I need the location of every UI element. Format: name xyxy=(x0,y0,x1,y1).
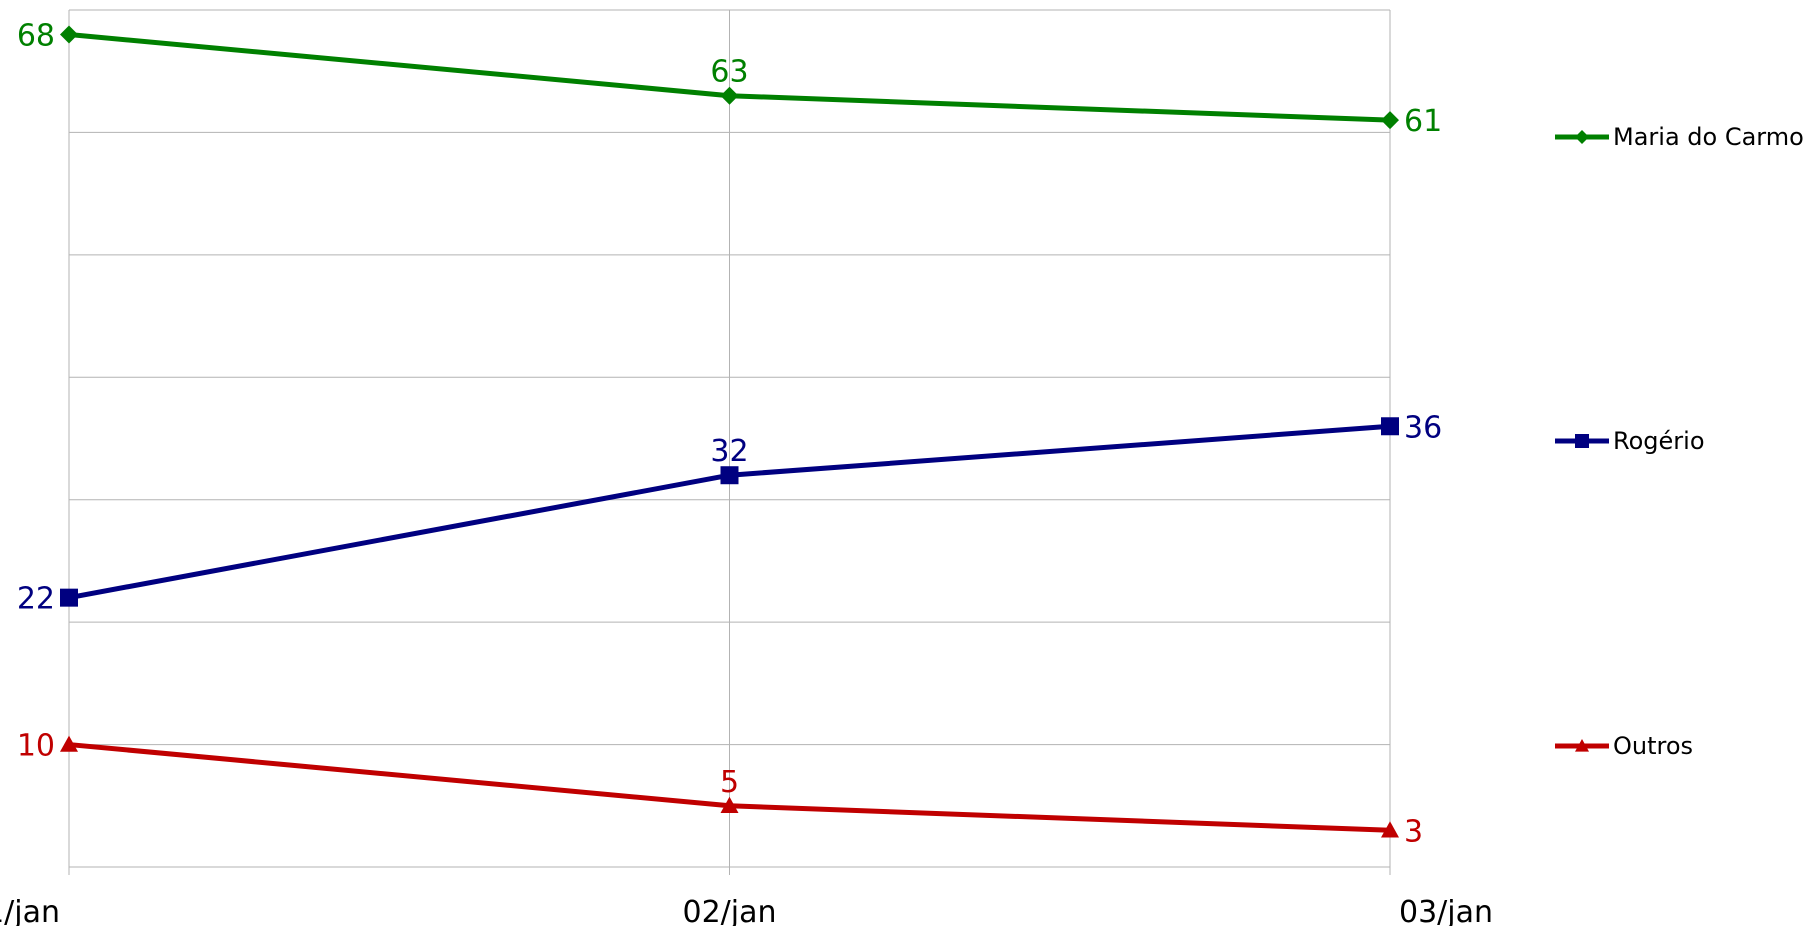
data-label: 3 xyxy=(1404,814,1423,849)
data-point-marker xyxy=(720,466,739,485)
legend-label: Outros xyxy=(1613,732,1693,760)
data-label: 32 xyxy=(710,434,748,469)
data-point-marker xyxy=(1381,111,1399,130)
data-point-marker xyxy=(720,796,739,813)
legend-label: Rogério xyxy=(1613,427,1705,455)
data-point-marker xyxy=(1575,130,1589,144)
data-point-marker xyxy=(60,588,78,607)
data-label: 61 xyxy=(1404,104,1442,139)
data-point-marker xyxy=(1381,821,1399,838)
data-label: 5 xyxy=(720,765,739,800)
series-lines xyxy=(60,25,1399,838)
data-point-marker xyxy=(1575,434,1589,448)
data-label: 22 xyxy=(17,582,55,617)
data-label: 63 xyxy=(710,55,748,90)
data-point-marker xyxy=(60,25,78,44)
legend-label: Maria do Carmo xyxy=(1613,123,1804,151)
data-label: 36 xyxy=(1404,410,1442,445)
data-point-marker xyxy=(1381,417,1399,436)
data-label: 10 xyxy=(17,729,55,764)
x-tick-label: 01/jan xyxy=(0,895,60,926)
data-point-marker xyxy=(60,735,78,752)
x-tick-label: 02/jan xyxy=(682,895,776,926)
data-labels: 68 63 61 22 32 36 10 5 3 xyxy=(17,18,1442,849)
x-tick-label: 03/jan xyxy=(1399,895,1493,926)
data-point-marker xyxy=(720,86,739,105)
legend: Maria do Carmo Rogério Outros xyxy=(1555,123,1804,760)
x-axis: 01/jan 02/jan 03/jan xyxy=(0,895,1493,926)
data-label: 68 xyxy=(17,18,55,53)
grid-lines xyxy=(68,9,1391,875)
data-point-marker xyxy=(1575,739,1589,752)
